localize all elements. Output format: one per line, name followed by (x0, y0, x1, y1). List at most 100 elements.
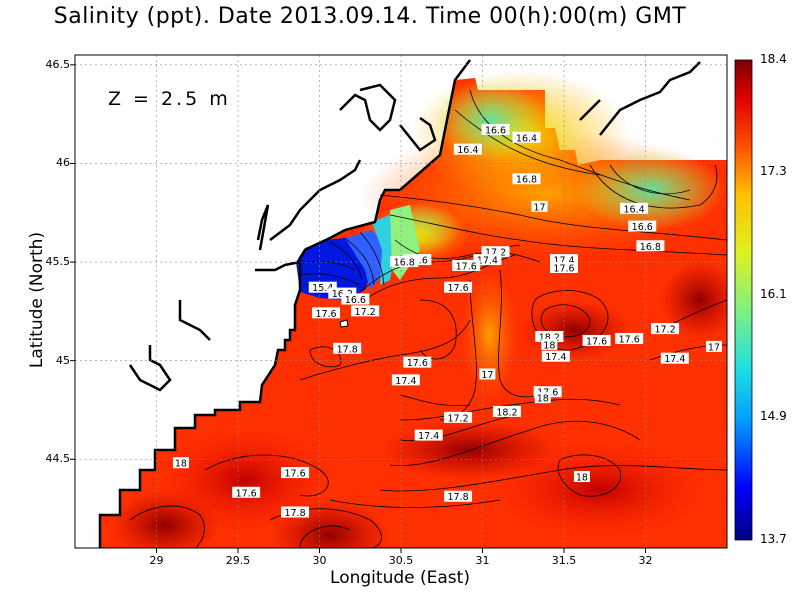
contour-label: 15.4 (312, 283, 333, 294)
contour-label-box (328, 287, 357, 299)
contour-label: 17.4 (395, 376, 416, 387)
contour-label: 18.2 (496, 407, 517, 418)
y-axis-ticks (70, 64, 75, 460)
contour-label: 17.4 (664, 354, 685, 365)
contour-label: 17.6 (284, 469, 305, 480)
contour-label: 17.2 (355, 307, 376, 318)
contour-label-box (534, 392, 551, 404)
x-tick-label: 29.5 (225, 554, 251, 567)
colorbar (734, 59, 753, 541)
contour-label: 18 (576, 473, 588, 484)
contour-label: 17.4 (545, 352, 566, 363)
contour-label-box (232, 486, 261, 498)
contour-label: 18 (543, 340, 555, 351)
contour-label: 17 (481, 370, 493, 381)
contour-label-box (281, 506, 310, 518)
x-tick-label: 30 (312, 554, 327, 567)
contour-label: 18 (537, 394, 549, 405)
salinity-field: 16.616.416.416.817 16.416.616.817.217.417… (75, 55, 727, 548)
contour-label-box (473, 254, 502, 266)
contour-label-box (333, 342, 362, 354)
contour-labels: 16.616.416.416.817 16.416.616.817.217.417… (172, 123, 722, 519)
contour-label-box (341, 293, 370, 305)
contour-label: 18.2 (539, 332, 560, 343)
contour-label: 16.4 (457, 145, 478, 156)
contour-label: 17.6 (619, 334, 640, 345)
contour-label-box (541, 338, 558, 350)
contour-label: 18 (175, 459, 187, 470)
x-tick-label: 31.5 (551, 554, 577, 567)
contour-label-box (444, 490, 473, 502)
contour-label: 17.6 (456, 262, 477, 273)
contour-label-box (479, 368, 496, 380)
chart-title: Salinity (ppt). Date 2013.09.14. Time 00… (53, 4, 687, 29)
contour-label-box (281, 467, 310, 479)
contour-label: 17.8 (337, 344, 358, 355)
contour-label: 16.4 (516, 133, 537, 144)
contour-label-box (390, 256, 419, 268)
contour-label-box (308, 281, 337, 293)
contour-label-box (452, 260, 481, 272)
contour-label: 17.8 (447, 492, 468, 503)
contour-label-box (533, 386, 562, 398)
contour-label-box (403, 356, 432, 368)
contour-label-box (512, 173, 541, 185)
contour-label-box (391, 374, 420, 386)
contour-label: 17.2 (447, 413, 468, 424)
contour-label-box (531, 200, 548, 212)
contour-label-box (541, 350, 570, 362)
contour-label-box (453, 143, 482, 155)
colorbar-tick-label: 16.1 (760, 286, 787, 301)
contour-label: 17.4 (477, 256, 498, 267)
x-axis-ticks (156, 548, 646, 553)
contour-label-box (444, 281, 473, 293)
contour-label-box (660, 352, 689, 364)
colorbar-tick-label: 13.7 (760, 532, 787, 546)
contour-label: 17.6 (553, 263, 574, 274)
contour-label-box (535, 330, 564, 342)
contour-label-box (492, 405, 521, 417)
contour-label: 17.6 (315, 309, 336, 320)
contour-label: 16.8 (640, 242, 661, 253)
y-tick-label: 45 (56, 353, 70, 367)
contour-label: 16.8 (516, 175, 537, 186)
y-tick-label: 46.5 (45, 57, 71, 71)
colorbar-tick-label: 17.3 (760, 164, 787, 179)
contour-label-box (628, 220, 657, 232)
coastline (98, 59, 471, 548)
y-tick-label: 46 (56, 156, 70, 170)
contour-label-box (705, 340, 722, 352)
contour-label: 17.4 (418, 431, 439, 442)
x-tick-label: 30.5 (388, 554, 414, 567)
contour-label: 16.6 (485, 125, 506, 136)
contour-label: 17.2 (485, 248, 506, 259)
contour-label: 16.6 (345, 295, 366, 306)
contour-label-box (414, 429, 443, 441)
depth-label: Z = 2.5 m (108, 88, 231, 110)
contour-label: 17.6 (236, 488, 257, 499)
contour-label: 16.6 (632, 222, 653, 233)
x-tick-label: 32 (638, 554, 653, 567)
contour-label-box (351, 305, 380, 317)
contour-label-box (582, 334, 611, 346)
contour-label-box (651, 323, 680, 335)
contour-label: 16.8 (394, 258, 415, 269)
contour-label-box (312, 307, 341, 319)
contour-label: 17 (534, 202, 546, 213)
colorbar-tick-label: 18.4 (760, 52, 787, 66)
contour-label-box (573, 471, 590, 483)
colorbar-tick-label: 14.9 (760, 409, 787, 424)
contour-label: 17.8 (284, 508, 305, 519)
contour-label-box (444, 411, 473, 423)
contour-lines (129, 89, 727, 548)
contour-label-box (636, 240, 665, 252)
contour-label-box (620, 202, 649, 214)
contour-label-box (481, 246, 510, 258)
contour-label-box (481, 123, 510, 135)
y-tick-label: 44.5 (45, 452, 71, 466)
x-tick-label: 31 (475, 554, 490, 567)
contour-label-box (512, 131, 541, 143)
contour-label-box (615, 332, 644, 344)
x-axis-label: Longitude (East) (330, 568, 470, 588)
